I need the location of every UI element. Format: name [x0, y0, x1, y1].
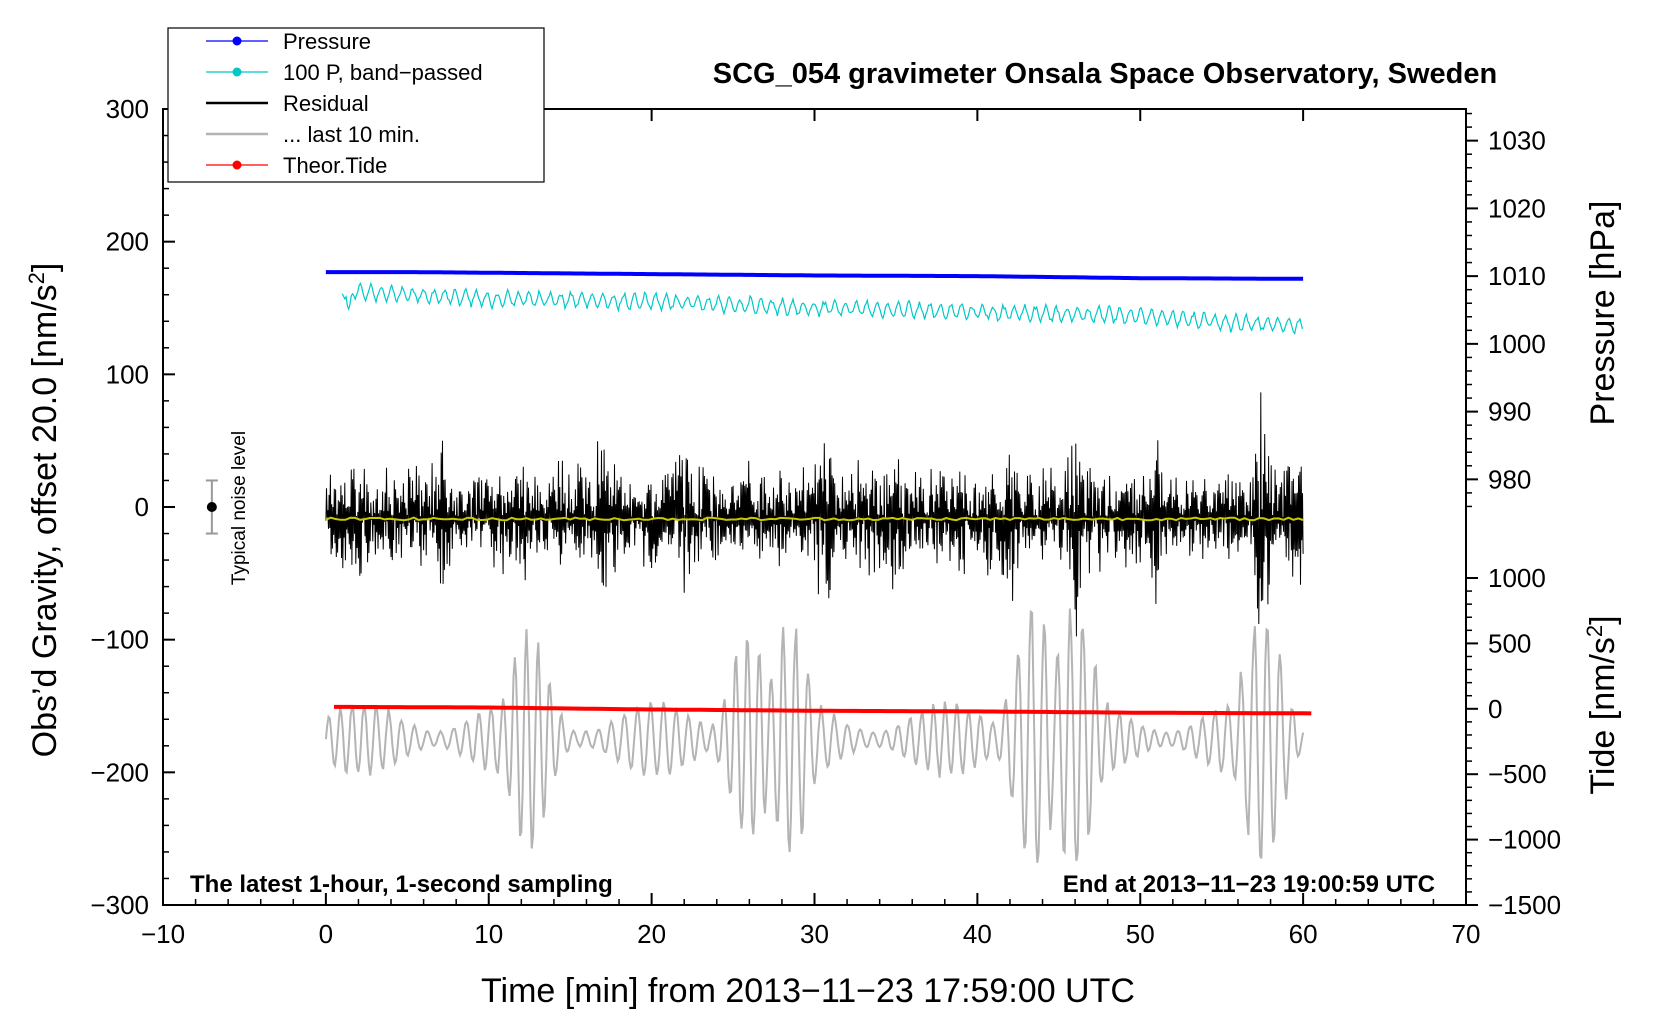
x-axis-title: Time [min] from 2013−11−23 17:59:00 UTC [481, 972, 1135, 1010]
y-axis-title-tide-main: Tide [nm/s [1584, 637, 1622, 794]
residual-trend-line [325, 516, 1304, 522]
tide-tick-label: 1000 [1488, 563, 1546, 593]
noise-level-label: Typical noise level [229, 431, 250, 585]
x-tick-label: 10 [474, 919, 503, 949]
pressure-tick-label: 1000 [1488, 329, 1546, 359]
x-tick-label: 20 [637, 919, 666, 949]
legend-label: Residual [283, 91, 369, 116]
pressure-tick-label: 990 [1488, 397, 1531, 427]
legend-box [167, 27, 545, 183]
pressure-tick-label: 980 [1488, 464, 1531, 494]
series-layer [324, 270, 1312, 863]
y-tick-label-left: −300 [90, 890, 149, 920]
x-tick-label: 30 [800, 919, 829, 949]
tide-tick-label: −1000 [1488, 825, 1561, 855]
legend-label: Theor.Tide [283, 153, 387, 178]
y-axis-title-left-end: ] [26, 263, 64, 272]
y-tick-label-left: 200 [106, 227, 149, 257]
y-tick-label-left: 100 [106, 359, 149, 389]
tide-tick-label: −1500 [1488, 890, 1561, 920]
x-tick-label: −10 [141, 919, 185, 949]
y-axis-title-tide: Tide [nm/s2] [1582, 615, 1623, 794]
ticks-layer: −10 0 10 20 30 40 50 60 703002001000−100−200−300… [90, 94, 1561, 949]
legend: Pressure 100 P, band−passed Residual ... la… [167, 27, 545, 183]
y-tick-label-left: −100 [90, 625, 149, 655]
annotation-end-time: End at 2013−11−23 19:00:59 UTC [1063, 871, 1435, 898]
residual-line [325, 392, 1304, 637]
noise-level-indicator [205, 479, 218, 535]
theoretical-tide-line [334, 704, 1312, 716]
x-tick-label: 70 [1452, 919, 1481, 949]
tide-tick-label: −500 [1488, 759, 1547, 789]
x-tick-label: 0 [319, 919, 333, 949]
pressure-tick-label: 1010 [1488, 261, 1546, 291]
last-10-min-line [324, 608, 1305, 863]
legend-label: Pressure [283, 29, 371, 54]
tide-tick-label: 0 [1488, 694, 1502, 724]
band-passed-pressure-line [341, 281, 1304, 335]
pressure-tick-label: 1020 [1488, 193, 1546, 223]
x-tick-label: 60 [1289, 919, 1318, 949]
y-axis-title-tide-sup: 2 [1582, 625, 1607, 637]
pressure-line [325, 270, 1304, 281]
legend-label: ... last 10 min. [283, 122, 420, 147]
noise-center-dot [206, 502, 217, 512]
tide-tick-label: 500 [1488, 628, 1531, 658]
pressure-tick-label: 1030 [1488, 126, 1546, 156]
chart-title: SCG_054 gravimeter Onsala Space Observat… [713, 58, 1497, 90]
y-axis-title-left: Obs’d Gravity, offset 20.0 [nm/s2] [24, 263, 65, 758]
legend-marker [232, 160, 242, 170]
x-tick-label: 40 [963, 919, 992, 949]
y-axis-title-left-main: Obs’d Gravity, offset 20.0 [nm/s [26, 284, 64, 757]
legend-label: 100 P, band−passed [283, 60, 483, 85]
legend-marker [232, 67, 242, 77]
y-tick-label-left: 300 [106, 94, 149, 124]
y-axis-title-tide-end: ] [1584, 615, 1622, 624]
legend-marker [232, 36, 242, 46]
y-axis-title-left-sup: 2 [24, 272, 49, 284]
y-axis-title-pressure: Pressure [hPa] [1584, 201, 1622, 426]
y-tick-label-left: 0 [135, 492, 149, 522]
annotation-sampling: The latest 1-hour, 1-second sampling [190, 871, 613, 898]
y-tick-label-left: −200 [90, 757, 149, 787]
x-tick-label: 50 [1126, 919, 1155, 949]
